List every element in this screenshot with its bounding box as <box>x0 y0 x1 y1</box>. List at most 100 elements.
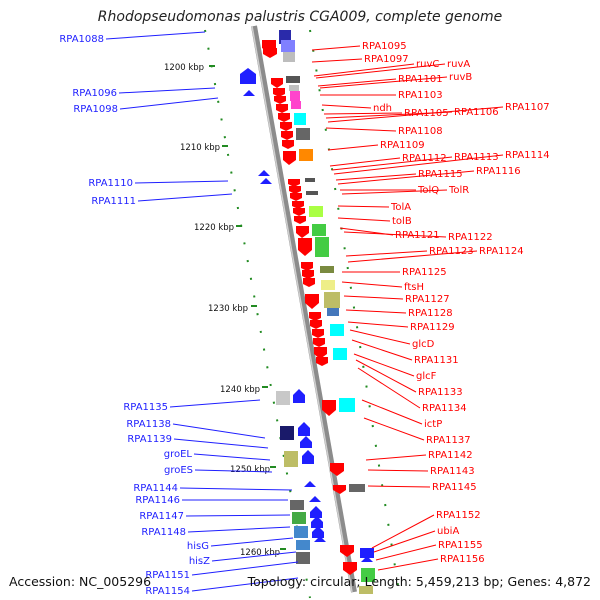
gene-label-rpa1144: RPA1144 <box>133 483 178 494</box>
gene-connector-rpa1124 <box>347 250 478 263</box>
gene-label-rpa1107: RPA1107 <box>505 102 550 113</box>
gene-connector-ruvb <box>319 76 448 89</box>
gene-connector-tolr <box>341 189 448 195</box>
gene-label-rpa1108: RPA1108 <box>398 126 443 137</box>
gene-connector-rpa1156 <box>377 558 439 571</box>
gene-connector-rpa1135 <box>169 399 261 408</box>
gene-connector-rpa1097 <box>311 58 363 63</box>
gene-connector-rpa1095 <box>311 45 361 51</box>
gene-label-rpa1155: RPA1155 <box>438 540 483 551</box>
gene-label-rpa1127: RPA1127 <box>405 294 450 305</box>
gene-label-ictp: ictP <box>424 419 442 430</box>
gene-label-rpa1151: RPA1151 <box>145 570 190 581</box>
gene-connector-glcd <box>349 329 411 345</box>
gene-label-rpa1095: RPA1095 <box>362 41 407 52</box>
gene-label-rpa1143: RPA1143 <box>430 466 475 477</box>
gene-label-rpa1128: RPA1128 <box>408 308 453 319</box>
scale-tick-1210: 1210 kbp <box>180 143 220 153</box>
gene-label-rpa1133: RPA1133 <box>418 387 463 398</box>
gene-label-rpa1123: RPA1123 <box>429 246 474 257</box>
gene-connector-hisz <box>211 551 297 562</box>
gene-label-hisg: hisG <box>187 541 209 552</box>
gene-label-tolb: tolB <box>392 216 412 227</box>
gene-label-rpa1142: RPA1142 <box>428 450 473 461</box>
gene-label-tolr: TolR <box>448 185 469 196</box>
gene-connector-ruva <box>315 63 446 79</box>
gene-connector-rpa1144 <box>179 487 293 491</box>
gene-label-rpa1135: RPA1135 <box>123 402 168 413</box>
genome-summary-text: Topology: circular; Length: 5,459,213 bp… <box>247 574 591 589</box>
gene-label-rpa1109: RPA1109 <box>380 140 425 151</box>
gene-connector-rpa1101 <box>317 78 397 87</box>
gene-connector-ftsh <box>341 281 403 288</box>
gene-label-ruvb: ruvB <box>449 72 472 83</box>
gene-connector-ubia <box>373 530 436 553</box>
gene-connector-rpa1115 <box>335 173 417 181</box>
gene-connector-rpa1108 <box>325 127 397 132</box>
gene-label-rpa1131: RPA1131 <box>414 355 459 366</box>
gene-connector-rpa1145 <box>367 485 431 488</box>
gene-label-rpa1129: RPA1129 <box>410 322 455 333</box>
gene-connector-ruvc <box>313 63 415 77</box>
gene-connector-groel <box>193 453 271 461</box>
gene-label-rpa1110: RPA1110 <box>88 178 133 189</box>
gene-connector-rpa1142 <box>365 454 427 461</box>
gene-label-rpa1122: RPA1122 <box>448 232 493 243</box>
gene-connector-rpa1111 <box>137 193 233 202</box>
gene-connector-rpa1110 <box>134 180 229 184</box>
gene-label-glcd: glcD <box>412 339 435 350</box>
left-label-connectors <box>105 31 299 592</box>
gene-connector-rpa1123 <box>345 250 428 257</box>
gene-label-rpa1103: RPA1103 <box>398 90 443 101</box>
left-gene-labels: RPA1088 RPA1096 RPA1098 RPA1110 RPA1111 RPA11… <box>59 34 210 597</box>
gene-connector-rpa1128 <box>345 309 407 314</box>
gene-connector-rpa1155 <box>375 544 437 561</box>
gene-connector-rpa1114 <box>333 154 504 175</box>
gene-label-ndh: ndh <box>373 103 392 114</box>
gene-connector-rpa1134 <box>357 367 421 409</box>
gene-label-rpa1111: RPA1111 <box>91 196 136 207</box>
gene-label-ruvc: ruvC <box>416 59 439 70</box>
gene-label-rpa1101: RPA1101 <box>398 74 443 85</box>
scale-tick-1200: 1200 kbp <box>164 63 204 73</box>
gene-connector-glcf <box>353 353 415 377</box>
scale-tick-1260: 1260 kbp <box>240 548 280 558</box>
gene-connector-rpa1131 <box>351 339 413 361</box>
gene-label-ftsh: ftsH <box>404 282 424 293</box>
gene-connector-rpa1122 <box>343 231 447 238</box>
gene-connector-tola <box>337 205 390 208</box>
gene-connector-rpa1129 <box>347 321 409 328</box>
gene-label-rpa1139: RPA1139 <box>127 434 172 445</box>
dna-axis-highlight <box>251 25 353 593</box>
gene-connector-rpa1138 <box>172 423 266 439</box>
gene-label-rpa1112: RPA1112 <box>402 153 447 164</box>
gene-label-rpa1098: RPA1098 <box>73 104 118 115</box>
gene-connector-rpa1139 <box>173 438 269 449</box>
gene-label-rpa1121: RPA1121 <box>395 230 440 241</box>
page-title: Rhodopseudomonas palustris CGA009, compl… <box>97 9 503 25</box>
gene-connector-rpa1137 <box>363 417 425 441</box>
gene-connector-rpa1127 <box>343 295 404 300</box>
gene-label-rpa1145: RPA1145 <box>432 482 477 493</box>
gene-connector-hisg <box>210 537 294 547</box>
gene-label-rpa1146: RPA1146 <box>135 495 180 506</box>
accession-text: Accession: NC_005296 <box>9 574 152 589</box>
gene-label-rpa1147: RPA1147 <box>139 511 184 522</box>
gene-label-rpa1125: RPA1125 <box>402 267 447 278</box>
gene-label-rpa1106: RPA1106 <box>454 107 499 118</box>
gene-label-rpa1134: RPA1134 <box>422 403 467 414</box>
gene-label-rpa1138: RPA1138 <box>126 419 171 430</box>
gene-connector-rpa1112 <box>329 157 401 167</box>
gene-label-rpa1088: RPA1088 <box>59 34 104 45</box>
gene-connector-rpa1151 <box>191 561 299 576</box>
gene-connector-rpa1107 <box>327 106 504 123</box>
gene-label-groel: groEL <box>164 449 193 460</box>
gene-label-glcf: glcF <box>416 371 437 382</box>
gene-label-rpa1096: RPA1096 <box>72 88 117 99</box>
gene-connector-rpa1116 <box>337 170 475 185</box>
gene-label-groes: groES <box>164 465 193 476</box>
gene-label-rpa1137: RPA1137 <box>426 435 471 446</box>
scale-track <box>204 29 401 599</box>
